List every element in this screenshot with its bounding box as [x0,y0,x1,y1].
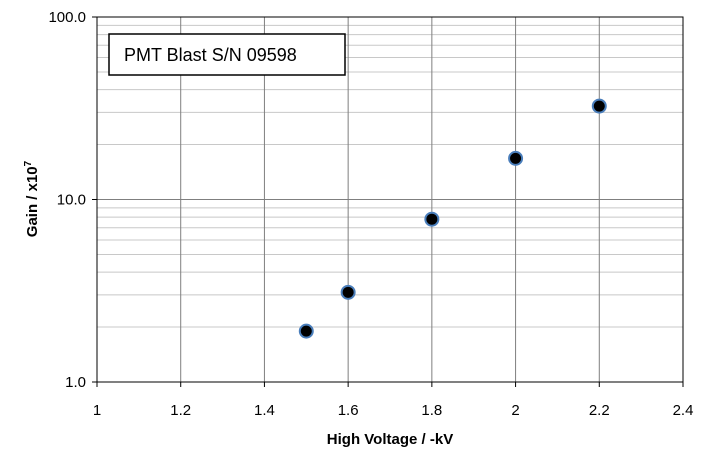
x-axis-title: High Voltage / -kV [327,431,453,448]
x-axis: 1 1.2 1.4 1.6 1.8 2 2.2 2.4 [93,382,694,419]
x-tick-label: 1.2 [170,402,191,419]
y-tick-label: 10.0 [57,192,86,209]
data-point [298,323,314,339]
y-axis-title-main: Gain / x10 [24,166,41,237]
data-points [298,98,607,339]
y-tick-label: 1.0 [65,374,86,391]
x-tick-label: 2 [511,402,519,419]
x-tick-label: 2.2 [589,402,610,419]
y-axis-title: Gain / x107 [23,160,41,237]
x-tick-label: 1.8 [421,402,442,419]
annotation-box: PMT Blast S/N 09598 [108,33,346,76]
annotation-text: PMT Blast S/N 09598 [124,45,297,65]
data-point [340,284,356,300]
x-tick-label: 2.4 [673,402,694,419]
data-point [424,211,440,227]
data-point [591,98,607,114]
y-axis: 1.0 10.0 100.0 [48,9,97,391]
y-axis-title-exponent: 7 [23,160,34,166]
y-tick-label: 100.0 [48,9,86,26]
data-point [508,150,524,166]
x-tick-label: 1.6 [338,402,359,419]
x-tick-label: 1 [93,402,101,419]
x-tick-label: 1.4 [254,402,275,419]
